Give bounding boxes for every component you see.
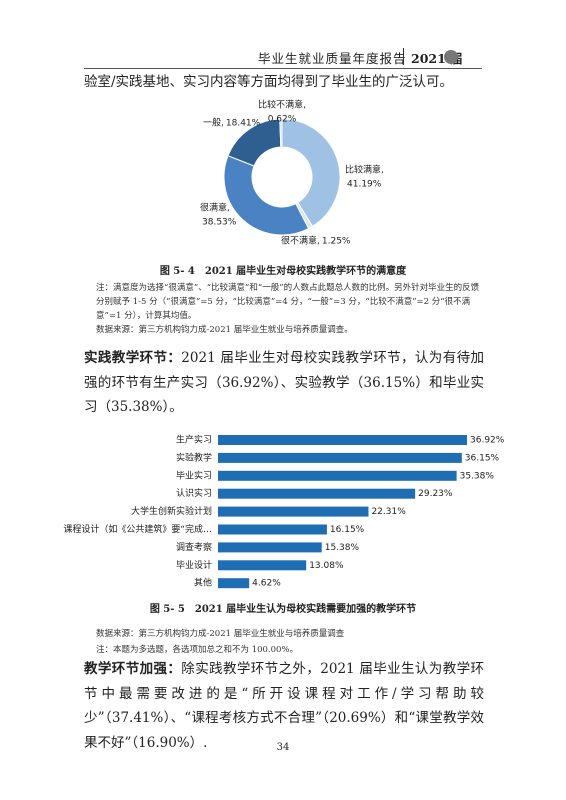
bar-value: 4.62% bbox=[252, 579, 281, 589]
bar bbox=[218, 435, 467, 445]
slice-label: 很不满意, bbox=[281, 235, 320, 247]
slice-value: 41.19% bbox=[347, 180, 382, 190]
para-text: 2021 届毕业生对母校实践教学环节，认为有待加强的环节有生产实习（36.92%… bbox=[84, 350, 485, 415]
bar-category: 课程设计（如《公共建筑》要“完成… bbox=[63, 523, 212, 535]
slice-value: 1.25% bbox=[322, 237, 351, 247]
header-dot bbox=[444, 50, 458, 64]
bar-category: 毕业设计 bbox=[176, 559, 212, 571]
paragraph: 实践教学环节：2021 届毕业生对母校实践教学环节，认为有待加强的环节有生产实习… bbox=[84, 346, 484, 420]
bar-note: 注：本题为多选题，各选项加总之和不为 100.00%。 bbox=[96, 645, 299, 655]
para-lead: 实践教学环节： bbox=[84, 350, 182, 366]
bar bbox=[218, 506, 369, 517]
bar-value: 15.38% bbox=[325, 543, 360, 553]
bar-source: 数据来源：第三方机构钧力成-2021 届毕业生就业与培养质量调查 bbox=[96, 629, 345, 639]
paragraph: 教学环节加强：除实践教学环节之外，2021 届毕业生认为教学环节中最需要改进的是… bbox=[84, 657, 484, 755]
slice-label: 比较满意, bbox=[345, 164, 384, 176]
bar-value: 36.15% bbox=[465, 453, 500, 463]
pie-slice bbox=[279, 118, 283, 148]
bar-chart: 生产实习 36.92% 实验教学 36.15% 毕业实习 35.38% 认识实习 29.23%… bbox=[63, 434, 505, 589]
bar bbox=[218, 578, 250, 589]
bar-category: 生产实习 bbox=[176, 434, 212, 446]
slice-label: 很满意, bbox=[200, 202, 230, 214]
page-number: 34 bbox=[276, 742, 290, 753]
pie-note: 注：满意度为选择“很满意”、“比较满意”和“一般”的人数占此题总人数的比例。另外… bbox=[96, 283, 480, 321]
pie-source: 数据来源：第三方机构钧力成-2021 届毕业生就业与培养质量调查。 bbox=[96, 325, 353, 335]
header-separator bbox=[403, 48, 404, 65]
para-lead: 教学环节加强： bbox=[84, 661, 182, 677]
bar bbox=[218, 560, 307, 571]
slice-label: 一般, bbox=[203, 117, 224, 129]
bar-value: 22.31% bbox=[371, 507, 406, 517]
pie-caption: 图 5- 4 2021 届毕业生对母校实践教学环节的满意度 bbox=[159, 266, 407, 277]
slice-label: 比较不满意, bbox=[258, 99, 306, 111]
bar-category: 大学生创新实验计划 bbox=[131, 505, 212, 517]
header-rule bbox=[84, 68, 482, 69]
bar-value: 36.92% bbox=[470, 436, 505, 446]
bar bbox=[218, 524, 327, 535]
bar bbox=[218, 542, 322, 553]
bar-value: 35.38% bbox=[460, 471, 495, 481]
pie-chart: 比较满意, 41.19% 很不满意, 1.25% 很满意, 38.53% 一般, 18.41%… bbox=[200, 99, 384, 247]
bar-category: 实验教学 bbox=[176, 451, 212, 463]
bar-category: 调查考察 bbox=[176, 541, 212, 553]
pie-slice bbox=[223, 155, 310, 236]
header-title: 毕业生就业质量年度报告 bbox=[258, 51, 407, 66]
bar-category: 其他 bbox=[194, 577, 212, 589]
bar bbox=[218, 452, 462, 463]
slice-value: 38.53% bbox=[202, 218, 237, 228]
slice-value: 18.41% bbox=[226, 119, 261, 129]
bar bbox=[218, 488, 416, 499]
pie-slice bbox=[281, 118, 341, 228]
bar-category: 毕业实习 bbox=[176, 469, 212, 481]
bar-value: 16.15% bbox=[330, 525, 365, 535]
para-text: 除实践教学环节之外，2021 届毕业生认为教学环节中最需要改进的是“所开设课程对… bbox=[84, 661, 485, 751]
bar-value: 29.23% bbox=[418, 489, 453, 499]
bar-category: 认识实习 bbox=[176, 487, 212, 499]
bar bbox=[218, 470, 457, 481]
slice-value: 0.62% bbox=[268, 115, 297, 125]
intro-line: 验室/实践基地、实习内容等方面均得到了毕业生的广泛认可。 bbox=[84, 74, 454, 90]
bar-value: 13.08% bbox=[309, 561, 344, 571]
bar-caption: 图 5- 5 2021 届毕业生认为母校实践需要加强的教学环节 bbox=[149, 604, 417, 615]
